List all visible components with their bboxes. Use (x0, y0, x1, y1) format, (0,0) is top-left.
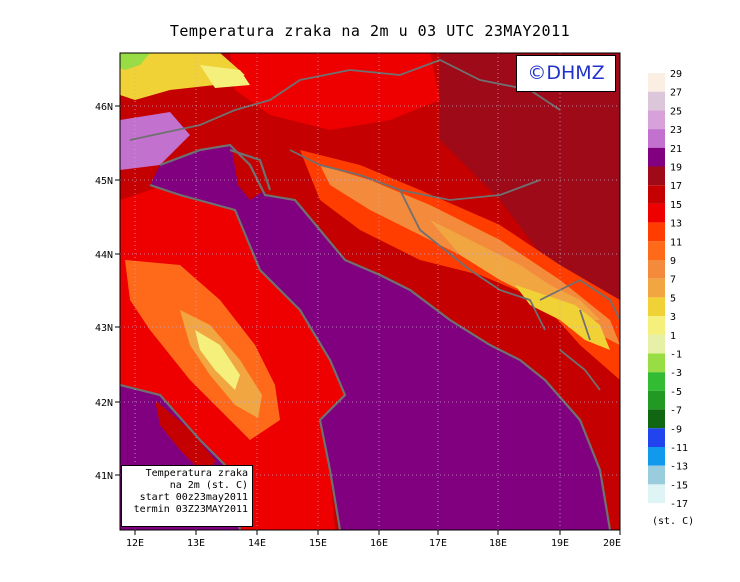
info-box: Temperatura zraka na 2m (st. C) start 00… (121, 465, 253, 527)
x-tick-label: 14E (248, 538, 266, 549)
po-lavender (120, 112, 190, 170)
y-tick-label: 42N (95, 398, 113, 409)
map-title: Temperatura zraka na 2m u 03 UTC 23MAY20… (169, 22, 571, 40)
plot-frame (119, 52, 621, 531)
x-tick-label: 13E (187, 538, 205, 549)
north-band (230, 53, 440, 130)
x-tick-label: 19E (551, 538, 569, 549)
borders (129, 59, 620, 391)
y-tick-label: 43N (95, 323, 113, 334)
legend-unit: (st. C) (652, 516, 695, 527)
apennine-peak (195, 330, 240, 390)
istria (232, 150, 265, 200)
y-tick-label: 41N (95, 471, 113, 482)
info-line-1: Temperatura zraka (145, 468, 248, 479)
dhmz-logo: ©DHMZ (516, 55, 616, 92)
dinaric-cold (515, 285, 610, 350)
y-tick-label: 44N (95, 250, 113, 261)
x-axis: 12E 13E 14E 15E 16E 17E 18E 19E 20E (126, 530, 621, 549)
x-tick-label: 15E (309, 538, 327, 549)
info-line-4: termin 03Z23MAY2011 (133, 504, 248, 515)
x-tick-label: 18E (489, 538, 507, 549)
alpine-yellow (120, 53, 245, 100)
dinaric-peak (430, 220, 600, 320)
y-tick-label: 45N (95, 176, 113, 187)
y-tick-label: 46N (95, 102, 113, 113)
x-tick-label: 17E (429, 538, 447, 549)
info-line-2: na 2m (st. C) (169, 480, 248, 491)
info-line-3: start 00z23may2011 (139, 492, 248, 503)
map-field (120, 53, 620, 530)
adriatic-sea (150, 145, 610, 530)
x-tick-label: 20E (603, 538, 621, 549)
y-axis: 41N 42N 43N 44N 45N 46N (95, 102, 120, 482)
x-tick-label: 16E (370, 538, 388, 549)
graticule (120, 53, 620, 530)
x-tick-label: 12E (126, 538, 144, 549)
